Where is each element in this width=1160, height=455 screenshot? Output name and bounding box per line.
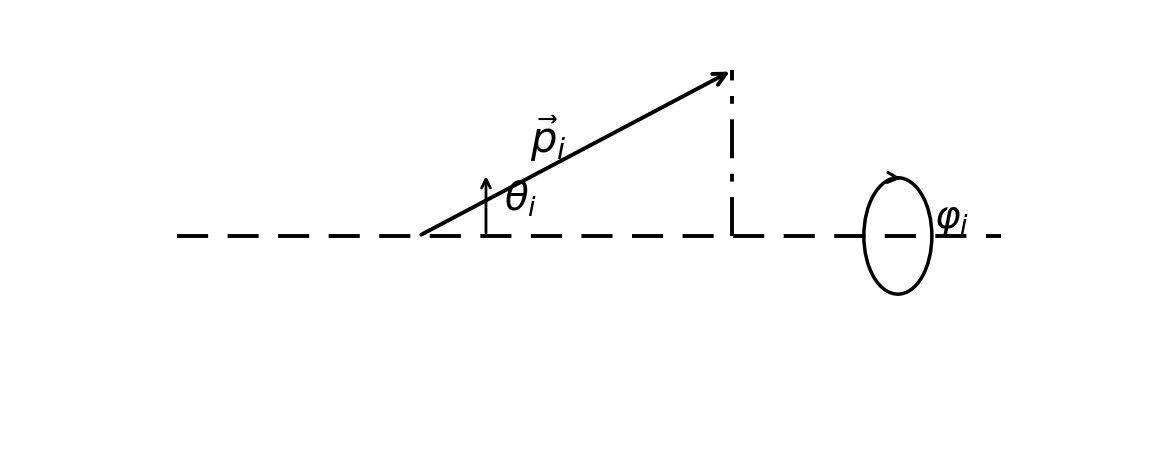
Text: $\vec{p}_i$: $\vec{p}_i$ <box>530 113 567 163</box>
Text: $\theta_i$: $\theta_i$ <box>503 178 537 218</box>
Text: $\varphi_i$: $\varphi_i$ <box>934 200 969 237</box>
